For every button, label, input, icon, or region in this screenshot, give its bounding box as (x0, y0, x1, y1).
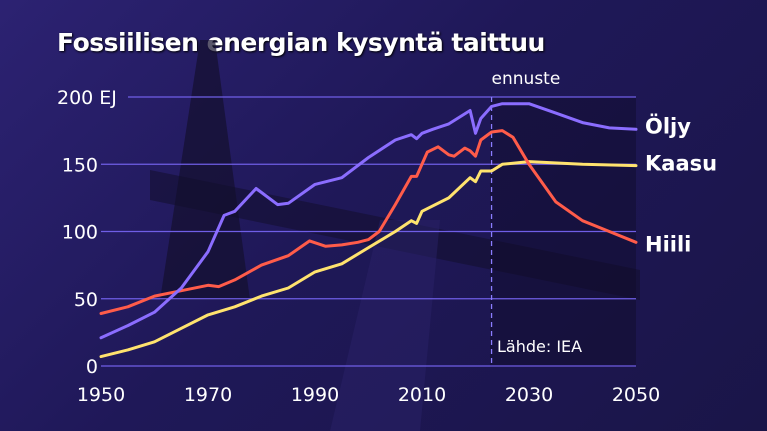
forecast-label: ennuste (492, 69, 561, 89)
background-silhouette (150, 40, 640, 431)
x-tick-label: 2030 (505, 384, 553, 406)
chart-title: Fossiilisen energian kysyntä taittuu (57, 28, 545, 57)
series-label: Öljy (645, 113, 691, 138)
y-tick-label: 200 EJ (57, 87, 117, 109)
x-tick-label: 2050 (612, 384, 660, 406)
x-tick-label: 1990 (291, 384, 339, 406)
series-line-öljy (99, 102, 638, 340)
series-label: Kaasu (645, 152, 717, 176)
x-tick-label: 1970 (184, 384, 232, 406)
series-label: Hiili (645, 232, 691, 256)
y-tick-label: 150 (62, 154, 98, 176)
series-line-kaasu (99, 160, 638, 359)
series-line-hiili (99, 129, 638, 315)
x-tick-label: 2010 (398, 384, 446, 406)
y-tick-label: 0 (86, 356, 98, 378)
y-tick-label: 50 (74, 289, 98, 311)
source-note: Lähde: IEA (497, 337, 582, 356)
y-tick-label: 100 (62, 222, 98, 244)
x-tick-label: 1950 (77, 384, 125, 406)
